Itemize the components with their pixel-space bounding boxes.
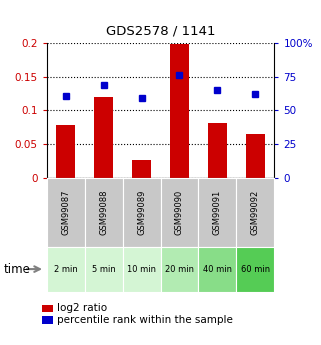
Text: 40 min: 40 min [203, 265, 232, 274]
Bar [246, 134, 265, 178]
Text: GSM99088: GSM99088 [99, 189, 108, 235]
Bar [208, 122, 227, 178]
Text: log2 ratio: log2 ratio [57, 304, 107, 313]
Bar [170, 45, 189, 178]
Bar [56, 125, 75, 178]
Text: 5 min: 5 min [92, 265, 115, 274]
Text: percentile rank within the sample: percentile rank within the sample [57, 315, 233, 325]
Text: GDS2578 / 1141: GDS2578 / 1141 [106, 24, 215, 37]
Bar [94, 97, 113, 178]
Text: GSM99089: GSM99089 [137, 189, 146, 235]
Text: GSM99090: GSM99090 [175, 189, 184, 235]
Text: GSM99091: GSM99091 [213, 189, 222, 235]
Bar [132, 159, 151, 178]
Text: GSM99087: GSM99087 [61, 189, 70, 235]
Text: 2 min: 2 min [54, 265, 77, 274]
Text: time: time [3, 263, 30, 276]
Text: 10 min: 10 min [127, 265, 156, 274]
Text: 60 min: 60 min [241, 265, 270, 274]
Text: GSM99092: GSM99092 [251, 189, 260, 235]
Text: 20 min: 20 min [165, 265, 194, 274]
